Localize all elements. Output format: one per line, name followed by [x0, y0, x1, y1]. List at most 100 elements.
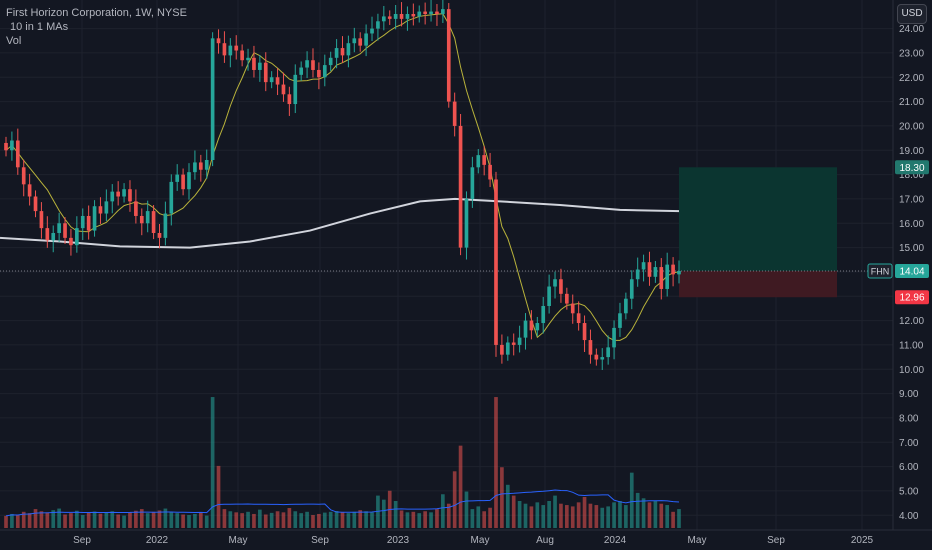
volume-bar	[175, 513, 180, 528]
candle-body	[80, 215, 85, 229]
volume-bar	[92, 511, 97, 528]
volume-bar	[600, 507, 605, 528]
volume-bar	[423, 511, 427, 528]
time-tick-label: 2024	[604, 535, 627, 546]
volume-bar	[641, 498, 646, 528]
time-tick-label: May	[229, 535, 248, 546]
candle-body	[588, 340, 593, 355]
stop-price-label-bg	[895, 290, 929, 305]
candle-body	[624, 298, 628, 314]
volume-bar	[635, 492, 640, 528]
volume-bar	[458, 445, 463, 528]
volume-bar	[612, 502, 616, 528]
volume-bar	[163, 508, 168, 528]
price-tick-label: 12.00	[899, 316, 924, 327]
time-tick-label: May	[471, 535, 490, 546]
volume-bar	[187, 515, 191, 528]
price-tick-label: 18.00	[899, 170, 924, 181]
volume-bar	[128, 512, 132, 528]
long-moving-average-line	[0, 197, 680, 249]
candle-body	[671, 264, 675, 275]
volume-bar	[470, 509, 475, 528]
candle-body	[110, 191, 115, 202]
price-tick-label: 20.00	[899, 121, 924, 132]
candle-body	[600, 357, 605, 360]
volume-bar	[293, 511, 298, 528]
candle-body	[322, 65, 327, 78]
candle-body	[86, 215, 91, 231]
volume-bar	[246, 511, 250, 528]
volume-bar	[240, 513, 244, 528]
volume-bar	[181, 514, 185, 528]
candle-body	[175, 174, 180, 182]
volume-bar	[370, 512, 374, 528]
volume-bar	[435, 509, 439, 528]
volume-bar	[464, 491, 469, 528]
volume-bar	[134, 510, 138, 528]
candle-body	[311, 60, 315, 70]
candle-body	[594, 354, 599, 360]
volume-bar	[446, 503, 451, 528]
volume-bar	[653, 501, 658, 528]
volume-bar	[275, 511, 280, 528]
volume-bar	[570, 506, 575, 528]
candle-body	[659, 267, 664, 289]
volume-bar	[193, 513, 197, 528]
candle-body	[370, 28, 374, 34]
time-tick-label: Sep	[73, 535, 91, 546]
volume-legend[interactable]: Vol	[6, 35, 22, 47]
candle-body	[228, 45, 233, 56]
chart-legend: First Horizon Corporation, 1W, NYSE 10 i…	[6, 6, 187, 48]
candle-body	[565, 293, 569, 304]
volume-bar	[517, 501, 522, 528]
time-axis[interactable]: Sep 2022 May Sep 2023 May Aug 2024 May Sep 2025	[0, 529, 932, 546]
candle-body	[470, 167, 475, 199]
volume-bar	[405, 512, 410, 528]
candle-body	[458, 125, 463, 248]
candle-body	[606, 347, 610, 358]
target-zone	[679, 167, 837, 271]
volume-bar	[364, 511, 368, 528]
candle-body	[570, 303, 575, 314]
volume-bar	[317, 513, 321, 528]
price-labels: 18.30 12.96 FHN 14.04	[867, 160, 929, 305]
price-tick-label: 24.00	[899, 24, 924, 35]
time-tick-label: 2022	[146, 535, 169, 546]
volume-bar	[269, 512, 274, 528]
time-tick-label: Sep	[767, 535, 785, 546]
candle-body	[92, 206, 97, 231]
stop-price-label: 12.96	[899, 293, 924, 304]
candle-body	[441, 9, 445, 14]
symbol-title[interactable]: First Horizon Corporation, 1W, NYSE	[6, 7, 187, 19]
volume-bar	[340, 512, 345, 528]
candle-body	[27, 184, 32, 197]
volume-bar	[358, 510, 363, 528]
volume-bar	[677, 509, 681, 528]
volume-bar	[511, 495, 516, 528]
ma-legend[interactable]: 10 in 1 MAs	[10, 21, 69, 33]
candle-body	[346, 43, 351, 56]
price-tick-label: 23.00	[899, 48, 924, 59]
volume-bar	[122, 515, 126, 528]
time-tick-label: Sep	[311, 535, 329, 546]
candle-body	[240, 50, 244, 61]
currency-button[interactable]: USD	[897, 4, 927, 24]
volume-bar	[482, 511, 487, 528]
candle-body	[151, 211, 156, 233]
price-tick-label: 19.00	[899, 146, 924, 157]
volume-bar	[139, 509, 144, 528]
price-tick-label: 9.00	[899, 389, 919, 400]
volume-bar	[393, 501, 398, 528]
volume-bar	[51, 510, 56, 528]
volume-bar	[334, 510, 339, 528]
volume-bar	[157, 510, 162, 528]
candle-body	[10, 140, 14, 151]
candle-body	[234, 45, 239, 51]
candle-body	[63, 223, 67, 238]
candle-body	[128, 189, 132, 202]
volume-bar	[204, 515, 209, 528]
candle-body	[665, 264, 670, 289]
volume-bar	[488, 507, 492, 528]
price-tick-label: 17.00	[899, 194, 924, 205]
